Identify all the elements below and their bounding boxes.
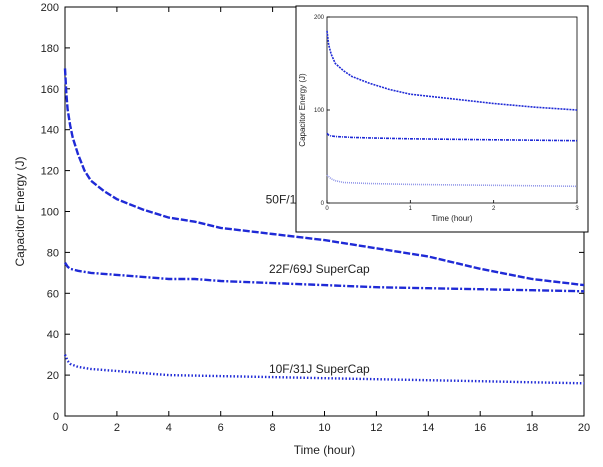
- inset-plot: 0 1 2 3 0 100 200 Time (hour) Capacitor Energy (…: [295, 5, 589, 233]
- inset-y-tick-label: 0: [321, 201, 325, 207]
- inset-x-tick-label: 0: [325, 206, 329, 212]
- inset-series-line-1: [326, 30, 578, 111]
- x-tick-label: 4: [166, 422, 172, 434]
- y-tick-label: 140: [41, 125, 59, 137]
- inset-y-tick-label: 200: [314, 15, 325, 21]
- y-tick-label: 20: [47, 370, 59, 382]
- series-label-3: 10F/31J SuperCap: [269, 362, 370, 376]
- y-tick-label: 120: [41, 166, 59, 178]
- x-tick-label: 0: [62, 422, 68, 434]
- inset-series-line-2: [326, 132, 578, 142]
- inset-y-axis-title: Capacitor Energy (J): [298, 73, 307, 147]
- x-tick-label: 8: [270, 422, 276, 434]
- inset-series-line-3: [326, 174, 578, 188]
- inset-x-tick-label: 2: [492, 206, 496, 212]
- x-tick-label: 20: [578, 422, 590, 434]
- y-axis-title: Capacitor Energy (J): [13, 156, 27, 266]
- x-tick-label: 10: [318, 422, 330, 434]
- inset-x-tick-label: 1: [409, 206, 413, 212]
- y-tick-label: 180: [41, 43, 59, 55]
- y-tick-label: 60: [47, 288, 59, 300]
- inset-y-tick-label: 100: [314, 108, 325, 114]
- y-tick-label: 80: [47, 247, 59, 259]
- x-axis-title: Time (hour): [294, 443, 356, 457]
- y-tick-label: 160: [41, 84, 59, 96]
- y-tick-label: 40: [47, 329, 59, 341]
- x-tick-label: 16: [474, 422, 486, 434]
- series-label-2: 22F/69J SuperCap: [269, 262, 370, 276]
- x-tick-label: 12: [370, 422, 382, 434]
- y-tick-label: 200: [41, 2, 59, 14]
- inset-background: [295, 5, 589, 233]
- inset-x-tick-label: 3: [575, 206, 579, 212]
- series-line-3: [63, 354, 585, 385]
- inset-x-axis-title: Time (hour): [431, 214, 472, 223]
- series-line-1: [63, 68, 585, 287]
- x-tick-label: 6: [218, 422, 224, 434]
- x-tick-label: 2: [114, 422, 120, 434]
- y-tick-label: 100: [41, 207, 59, 219]
- y-tick-label: 0: [53, 411, 59, 423]
- x-tick-label: 18: [526, 422, 538, 434]
- x-tick-label: 14: [422, 422, 434, 434]
- series-line-2: [63, 261, 585, 293]
